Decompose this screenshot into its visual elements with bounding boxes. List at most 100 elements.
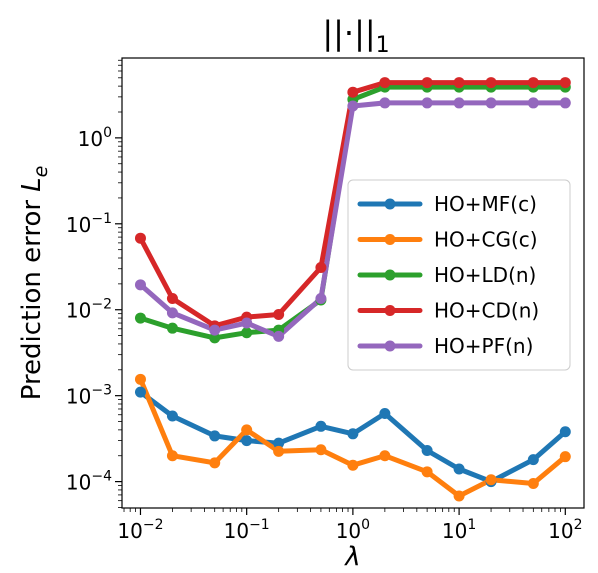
data-point-series-0-1 <box>166 410 178 422</box>
data-point-series-0-3 <box>241 435 253 447</box>
x-tick-label-exponent: 1 <box>467 517 476 533</box>
y-tick-label-base: 10 <box>78 127 103 151</box>
legend-box <box>347 179 571 371</box>
data-point-series-4-3 <box>241 317 253 329</box>
data-point-series-0-0 <box>134 386 146 398</box>
y-axis-label: Prediction error Le <box>17 166 52 401</box>
x-tick-label: 100 <box>336 517 370 543</box>
data-point-series-4-12 <box>559 97 571 109</box>
chart-title-subscript: 1 <box>376 33 390 58</box>
data-point-series-1-9 <box>453 490 465 502</box>
data-point-series-2-3 <box>241 327 253 339</box>
y-tick-label: 10−4 <box>66 469 112 495</box>
y-tick-label-exponent: −4 <box>91 469 112 485</box>
data-point-series-1-1 <box>166 450 178 462</box>
data-point-series-0-7 <box>379 408 391 420</box>
legend-swatch-marker-1 <box>384 234 396 245</box>
y-tick-label-base: 10 <box>66 299 91 323</box>
data-point-series-4-5 <box>315 293 327 305</box>
data-point-series-0-2 <box>209 430 221 442</box>
data-point-series-3-6 <box>347 86 359 98</box>
data-point-series-1-4 <box>273 445 285 457</box>
legend-label-4: HO+PF(n) <box>434 334 533 358</box>
chart-title-main: ||·|| <box>322 14 375 52</box>
x-tick-label-exponent: 0 <box>361 517 370 533</box>
legend-label-1: HO+CG(c) <box>434 228 538 252</box>
x-tick-label: 10−2 <box>117 517 163 543</box>
legend-swatch-marker-0 <box>384 198 396 210</box>
legend: HO+MF(c) HO+CG(c) HO+LD(n) HO+CD(n) HO+PF(n) <box>347 179 571 371</box>
data-point-series-1-3 <box>241 424 253 436</box>
data-point-series-1-10 <box>485 474 497 486</box>
data-point-series-0-12 <box>559 426 571 438</box>
legend-swatch-marker-3 <box>384 305 396 316</box>
y-tick-label: 10−2 <box>66 297 112 323</box>
data-point-series-4-6 <box>347 100 359 112</box>
data-point-series-4-10 <box>485 97 497 109</box>
y-axis-label-subscript: e <box>30 166 52 178</box>
data-point-series-3-10 <box>485 77 497 89</box>
data-point-series-1-7 <box>379 450 391 462</box>
x-tick-label: 101 <box>442 517 476 543</box>
y-axis-label-symbol: L <box>17 177 47 192</box>
legend-label-0: HO+MF(c) <box>434 192 537 216</box>
data-point-series-0-9 <box>453 463 465 475</box>
data-point-series-1-5 <box>315 444 327 456</box>
y-axis-label-text: Prediction error <box>17 200 47 401</box>
data-point-series-0-8 <box>421 445 433 457</box>
y-tick-label-base: 10 <box>66 213 91 237</box>
x-tick-label-exponent: −2 <box>143 517 164 533</box>
data-point-series-4-1 <box>166 307 178 319</box>
data-point-series-4-0 <box>134 279 146 291</box>
data-point-series-1-12 <box>559 451 571 463</box>
legend-swatch-marker-4 <box>384 340 396 352</box>
data-point-series-0-4 <box>273 437 285 449</box>
legend-label-2: HO+LD(n) <box>434 263 536 287</box>
x-tick-label: 102 <box>548 517 582 543</box>
data-point-series-4-7 <box>379 97 391 109</box>
x-tick-label-exponent: 2 <box>574 517 583 533</box>
data-point-series-3-1 <box>166 293 178 305</box>
data-point-series-3-5 <box>315 262 327 274</box>
y-tick-label-base: 10 <box>66 471 91 495</box>
data-point-series-1-6 <box>347 459 359 471</box>
data-point-series-4-4 <box>273 330 285 342</box>
chart-title: ||·||1 <box>322 14 389 58</box>
data-point-series-2-1 <box>166 322 178 334</box>
labels-layer: ||·||1 λ Prediction error Le <box>17 14 390 572</box>
data-point-series-4-9 <box>453 97 465 109</box>
data-point-series-4-2 <box>209 324 221 336</box>
data-point-series-3-7 <box>379 77 391 89</box>
y-tick-label-base: 10 <box>66 385 91 409</box>
x-tick-label-base: 10 <box>336 519 361 543</box>
data-point-series-1-8 <box>421 466 433 478</box>
x-tick-label-exponent: −1 <box>249 517 270 533</box>
series-points-layer <box>134 77 571 502</box>
data-point-series-0-6 <box>347 428 359 440</box>
data-point-series-1-0 <box>134 373 146 385</box>
y-tick-label: 100 <box>78 125 112 151</box>
y-tick-label: 10−3 <box>66 383 112 409</box>
x-tick-label-base: 10 <box>442 519 467 543</box>
y-tick-label-exponent: −3 <box>91 383 112 399</box>
y-tick-label-exponent: −2 <box>91 297 112 313</box>
data-point-series-4-11 <box>527 97 539 109</box>
y-tick-label-exponent: 0 <box>103 125 112 141</box>
x-tick-label-base: 10 <box>117 519 142 543</box>
x-axis-label: λ <box>343 542 360 569</box>
data-point-series-3-4 <box>273 309 285 321</box>
data-point-series-1-2 <box>209 457 221 469</box>
y-tick-label: 10−1 <box>66 211 112 237</box>
x-tick-label-base: 10 <box>224 519 249 543</box>
y-tick-label-exponent: −1 <box>91 211 112 227</box>
data-point-series-4-8 <box>421 97 433 109</box>
data-point-series-3-8 <box>421 77 433 89</box>
data-point-series-3-0 <box>134 232 146 244</box>
data-point-series-2-0 <box>134 312 146 324</box>
data-point-series-2-2 <box>209 332 221 344</box>
legend-swatch-marker-2 <box>384 269 396 281</box>
data-point-series-3-9 <box>453 77 465 89</box>
